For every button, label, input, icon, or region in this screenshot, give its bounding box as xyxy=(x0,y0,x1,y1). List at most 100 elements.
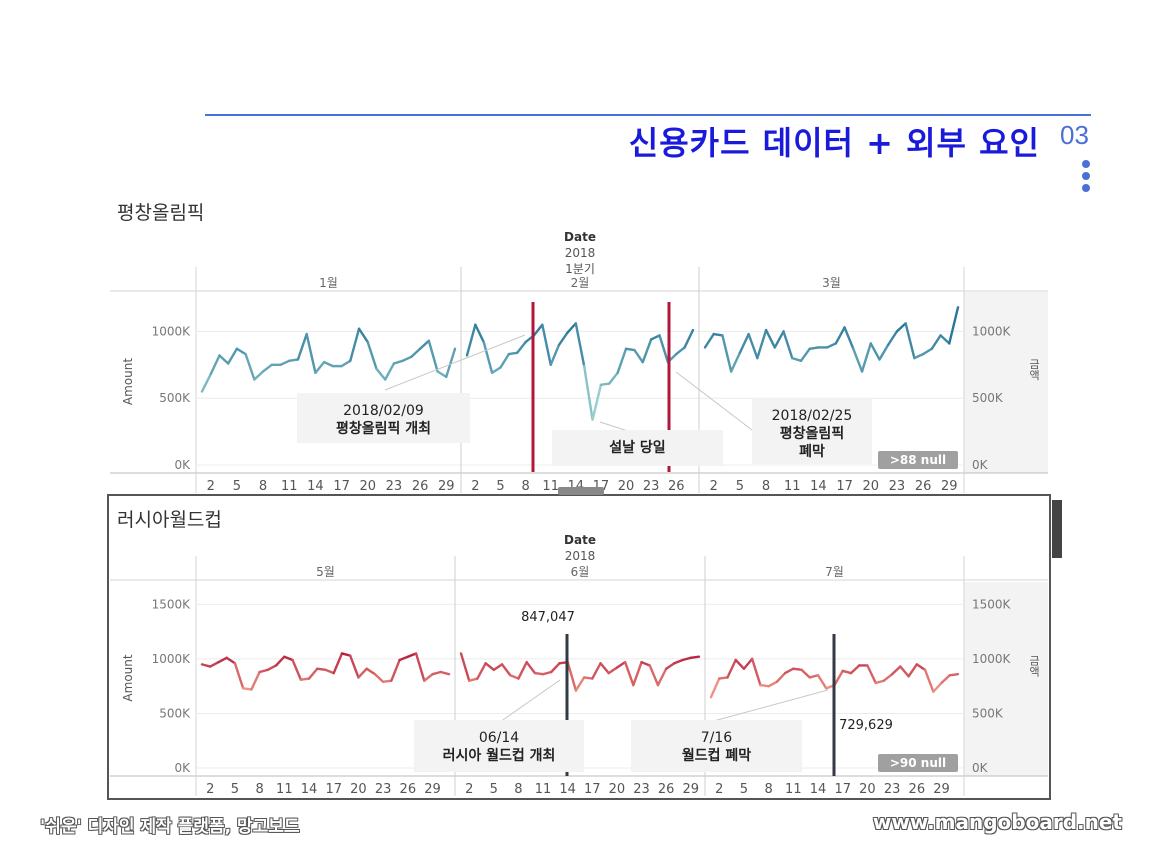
x-tick-label: 14 xyxy=(307,479,324,494)
x-tick-label: 11 xyxy=(281,479,298,494)
series-segment xyxy=(566,660,578,692)
series-segment xyxy=(557,331,569,346)
x-tick-label: 17 xyxy=(325,782,342,797)
series-segment xyxy=(332,652,344,675)
annotation-worldcup-opening-box xyxy=(414,720,584,772)
x-tick-label: 14 xyxy=(301,782,318,797)
series-segment xyxy=(825,342,838,349)
series-segment xyxy=(773,330,785,349)
series-segment xyxy=(401,355,413,362)
series-segment xyxy=(878,343,890,361)
series-segment xyxy=(414,652,426,682)
series-segment xyxy=(507,351,519,356)
series-segment xyxy=(200,372,212,393)
annotation-worldcup-opening-text: 06/14 xyxy=(479,730,519,746)
dots-decoration-icon xyxy=(1082,160,1090,196)
series-segment xyxy=(615,660,627,669)
series-segment xyxy=(418,339,431,350)
x-tick-label: 5 xyxy=(490,782,498,797)
series-segment xyxy=(209,354,221,376)
x-tick-label: 17 xyxy=(834,782,851,797)
chart-title-pyeongchang: 평창올림픽 xyxy=(117,202,205,224)
series-segment xyxy=(948,672,960,677)
series-segment xyxy=(532,323,544,337)
annotation-closing-text: 평창올림픽 xyxy=(780,425,844,442)
annotation-worldcup-closing-box xyxy=(631,720,802,772)
series-segment xyxy=(887,330,899,346)
series-segment xyxy=(756,328,768,360)
series-segment xyxy=(492,663,504,672)
series-segment xyxy=(948,306,960,345)
series-segment xyxy=(759,683,770,688)
y-tick-label-right: 500K xyxy=(972,391,1004,405)
series-segment xyxy=(459,652,471,682)
series-segment xyxy=(607,666,619,675)
series-segment xyxy=(648,664,660,687)
annotation-worldcup-closing-text: 7/16 xyxy=(701,730,733,746)
x-tick-label: 8 xyxy=(521,479,529,494)
x-tick-label: 2 xyxy=(710,479,718,494)
panel-side-tab[interactable] xyxy=(1052,500,1062,558)
footer-url[interactable]: www.mangoboard.net xyxy=(872,810,1122,834)
series-segment xyxy=(439,670,451,676)
series-segment xyxy=(940,674,951,685)
series-segment xyxy=(750,657,762,687)
x-tick-label: 14 xyxy=(559,782,576,797)
series-segment xyxy=(541,670,553,676)
series-segment xyxy=(833,669,844,687)
series-segment xyxy=(640,660,651,667)
annotation-closing-text: 2018/02/25 xyxy=(772,408,853,424)
series-segment xyxy=(357,327,369,344)
y-tick-label-right: 1000K xyxy=(972,652,1012,666)
series-segment xyxy=(791,356,803,362)
x-tick-label: 5 xyxy=(231,782,239,797)
series-segment xyxy=(675,346,686,356)
month-label: 3월 xyxy=(822,276,841,290)
x-tick-label: 2 xyxy=(207,479,215,494)
series-segment xyxy=(484,662,496,672)
series-segment xyxy=(742,657,754,670)
series-segment xyxy=(516,340,527,354)
series-segment xyxy=(574,676,586,692)
series-segment xyxy=(930,334,942,350)
series-segment xyxy=(849,664,861,675)
value-label-opening: 847,047 xyxy=(521,610,575,625)
x-tick-label: 8 xyxy=(514,782,522,797)
series-segment xyxy=(808,346,820,350)
series-segment xyxy=(869,342,881,361)
series-segment xyxy=(357,667,368,679)
series-segment xyxy=(217,656,228,664)
series-segment xyxy=(299,677,311,681)
series-segment xyxy=(913,352,925,360)
x-tick-label: 29 xyxy=(683,782,700,797)
month-label: 2월 xyxy=(571,276,590,290)
annotation-leader xyxy=(384,334,526,391)
series-segment xyxy=(582,676,594,680)
page-number: 03 xyxy=(1060,120,1089,150)
chart-header-year-label: 2018 xyxy=(565,246,596,260)
series-segment xyxy=(874,679,886,685)
x-tick-label: 17 xyxy=(584,782,601,797)
x-tick-label: 8 xyxy=(255,782,263,797)
series-segment xyxy=(599,662,610,675)
series-segment xyxy=(656,667,668,687)
y-tick-label-right: 500K xyxy=(972,706,1004,720)
x-tick-label: 26 xyxy=(658,782,675,797)
series-segment xyxy=(843,326,855,350)
series-segment xyxy=(381,679,393,684)
series-segment xyxy=(235,347,247,356)
x-tick-label: 14 xyxy=(810,479,827,494)
x-tick-label: 8 xyxy=(762,479,770,494)
y-tick-label-left: 500K xyxy=(159,391,191,405)
series-segment xyxy=(233,662,245,690)
series-segment xyxy=(390,658,401,682)
x-tick-label: 5 xyxy=(740,782,748,797)
y-axis-label-right: 금액 xyxy=(1028,655,1041,677)
x-tick-label: 8 xyxy=(259,479,267,494)
x-tick-label: 2 xyxy=(465,782,473,797)
series-segment xyxy=(340,652,352,657)
y-axis-label: Amount xyxy=(121,654,135,701)
series-segment xyxy=(517,660,528,680)
x-tick-label: 23 xyxy=(884,782,901,797)
series-segment xyxy=(305,332,317,375)
